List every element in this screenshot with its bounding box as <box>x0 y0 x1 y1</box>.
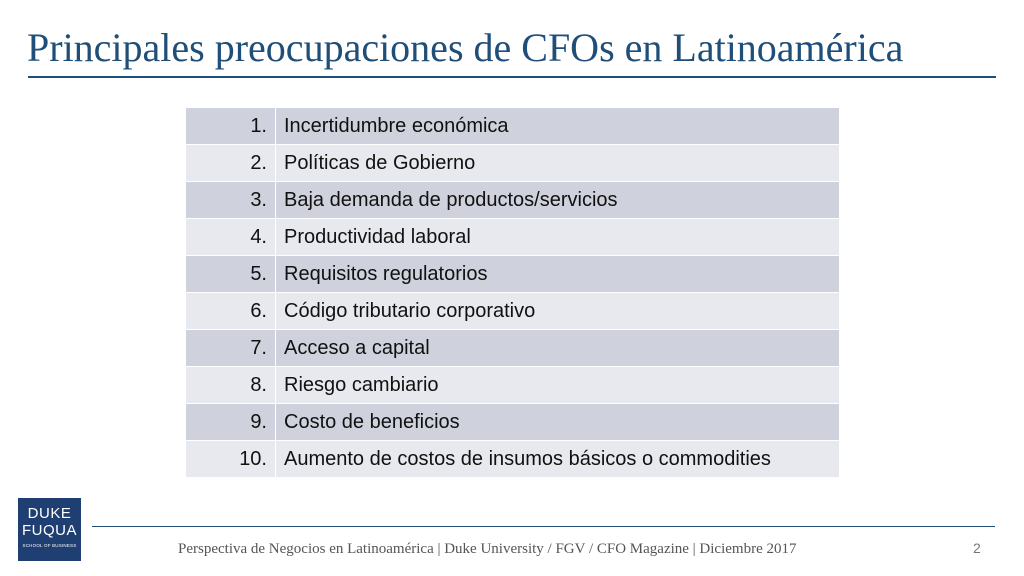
title-underline <box>28 76 996 78</box>
table-row: 10. Aumento de costos de insumos básicos… <box>185 440 840 478</box>
table-row: 8. Riesgo cambiario <box>185 366 840 404</box>
table-row: 5. Requisitos regulatorios <box>185 255 840 293</box>
table-row: 7. Acceso a capital <box>185 329 840 367</box>
concern-cell: Políticas de Gobierno <box>275 144 840 182</box>
rank-cell: 2. <box>185 144 276 182</box>
rank-cell: 6. <box>185 292 276 330</box>
concern-cell: Baja demanda de productos/servicios <box>275 181 840 219</box>
concern-cell: Acceso a capital <box>275 329 840 367</box>
concern-cell: Código tributario corporativo <box>275 292 840 330</box>
table-row: 9. Costo de beneficios <box>185 403 840 441</box>
concern-cell: Requisitos regulatorios <box>275 255 840 293</box>
rank-cell: 3. <box>185 181 276 219</box>
logo-text-duke: DUKE <box>27 505 72 522</box>
rank-cell: 5. <box>185 255 276 293</box>
concern-cell: Productividad laboral <box>275 218 840 256</box>
page-number: 2 <box>973 540 981 556</box>
concern-cell: Incertidumbre económica <box>275 107 840 145</box>
rank-cell: 7. <box>185 329 276 367</box>
table-row: 4. Productividad laboral <box>185 218 840 256</box>
table-row: 3. Baja demanda de productos/servicios <box>185 181 840 219</box>
concern-cell: Riesgo cambiario <box>275 366 840 404</box>
logo-text-fuqua: FUQUA <box>22 522 77 539</box>
rank-cell: 8. <box>185 366 276 404</box>
table-row: 2. Políticas de Gobierno <box>185 144 840 182</box>
concerns-table: 1. Incertidumbre económica 2. Políticas … <box>185 107 840 478</box>
rank-cell: 9. <box>185 403 276 441</box>
rank-cell: 4. <box>185 218 276 256</box>
concern-cell: Costo de beneficios <box>275 403 840 441</box>
table-row: 6. Código tributario corporativo <box>185 292 840 330</box>
concern-cell: Aumento de costos de insumos básicos o c… <box>275 440 840 478</box>
footer-citation: Perspectiva de Negocios en Latinoamérica… <box>178 541 797 557</box>
duke-fuqua-logo: DUKE FUQUA SCHOOL OF BUSINESS <box>18 498 81 561</box>
logo-text-school: SCHOOL OF BUSINESS <box>22 543 77 548</box>
footer-divider <box>92 526 995 527</box>
rank-cell: 1. <box>185 107 276 145</box>
table-row: 1. Incertidumbre económica <box>185 107 840 145</box>
rank-cell: 10. <box>185 440 276 478</box>
slide-title: Principales preocupaciones de CFOs en La… <box>27 25 904 70</box>
